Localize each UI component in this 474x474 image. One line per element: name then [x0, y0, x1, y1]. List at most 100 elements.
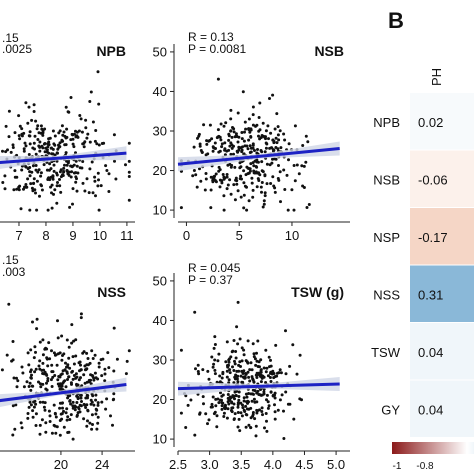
data-point [50, 191, 53, 195]
panel-title: TSW (g) [291, 284, 344, 300]
data-point [68, 399, 72, 403]
y-tick-label: 30 [153, 124, 167, 139]
data-point [240, 148, 244, 152]
data-point [88, 140, 92, 144]
data-point [263, 426, 266, 430]
data-point [48, 420, 52, 423]
data-point [196, 370, 200, 373]
data-point [225, 375, 229, 379]
data-point [81, 142, 85, 146]
data-point [70, 341, 74, 345]
y-tick-label: 20 [153, 392, 167, 407]
data-point [279, 146, 283, 150]
colorbar-rect [392, 442, 474, 454]
data-point [39, 385, 43, 389]
data-point [207, 139, 211, 143]
data-point [65, 338, 69, 342]
data-point [199, 179, 203, 183]
data-point [83, 364, 87, 368]
data-point [93, 353, 97, 357]
data-point [96, 70, 100, 74]
data-point [211, 395, 215, 399]
data-point [211, 149, 215, 153]
data-point [97, 143, 101, 147]
data-point [38, 340, 42, 344]
data-point [4, 124, 8, 128]
data-point [66, 415, 70, 419]
data-point [257, 371, 261, 375]
data-point [46, 208, 50, 212]
data-point [17, 114, 21, 118]
data-point [94, 393, 98, 397]
data-point [45, 148, 49, 152]
data-point [214, 404, 218, 408]
data-point [212, 362, 216, 366]
data-point [193, 310, 197, 314]
data-point [80, 130, 84, 134]
data-point [256, 148, 259, 151]
data-point [36, 170, 40, 174]
data-point [244, 127, 248, 131]
data-point [91, 191, 95, 195]
data-point [78, 114, 82, 117]
data-point [233, 362, 237, 366]
data-point [292, 208, 296, 212]
data-point [11, 404, 15, 408]
data-point [89, 398, 93, 402]
data-point [220, 407, 224, 411]
data-point [266, 374, 270, 378]
data-point [268, 376, 272, 379]
data-point [67, 345, 71, 349]
data-point [239, 411, 243, 415]
data-point [208, 123, 212, 127]
data-point [222, 194, 226, 198]
data-point [233, 412, 237, 416]
data-point [225, 187, 229, 191]
heatmap-cell [410, 265, 474, 322]
data-point [74, 405, 78, 409]
data-point [51, 129, 55, 133]
data-point [74, 180, 78, 184]
data-point [35, 327, 39, 331]
data-point [34, 412, 38, 416]
data-point [85, 403, 89, 407]
data-point [92, 403, 96, 407]
data-point [229, 192, 233, 196]
data-point [82, 417, 86, 421]
regression-line [0, 151, 127, 164]
data-point [12, 188, 16, 192]
scatter-panel-nss: 20 24 .15.003 NSS [0, 253, 135, 472]
data-point [27, 405, 31, 409]
data-point [69, 175, 73, 179]
data-point [179, 348, 183, 352]
data-point [59, 168, 63, 172]
data-point [107, 172, 111, 176]
heatmap-row-label: NPB [373, 115, 400, 130]
data-point [228, 178, 232, 182]
data-point [297, 172, 301, 176]
data-point [255, 165, 259, 169]
data-point [88, 167, 92, 171]
data-point [28, 381, 32, 385]
data-point [264, 141, 268, 145]
data-point [96, 415, 100, 419]
data-point [73, 408, 77, 412]
data-point [89, 90, 93, 94]
data-point [232, 339, 236, 342]
data-point [261, 170, 265, 174]
data-point [234, 132, 238, 136]
data-point [209, 175, 213, 179]
data-point [27, 153, 31, 156]
data-point [269, 358, 272, 362]
data-point [96, 171, 100, 175]
data-point [41, 353, 45, 357]
data-point [34, 119, 38, 123]
data-point [65, 407, 69, 411]
data-point [224, 121, 228, 125]
data-point [226, 407, 230, 411]
data-point [78, 360, 82, 364]
data-point [258, 137, 262, 141]
data-point [67, 170, 71, 174]
data-point [79, 396, 83, 400]
